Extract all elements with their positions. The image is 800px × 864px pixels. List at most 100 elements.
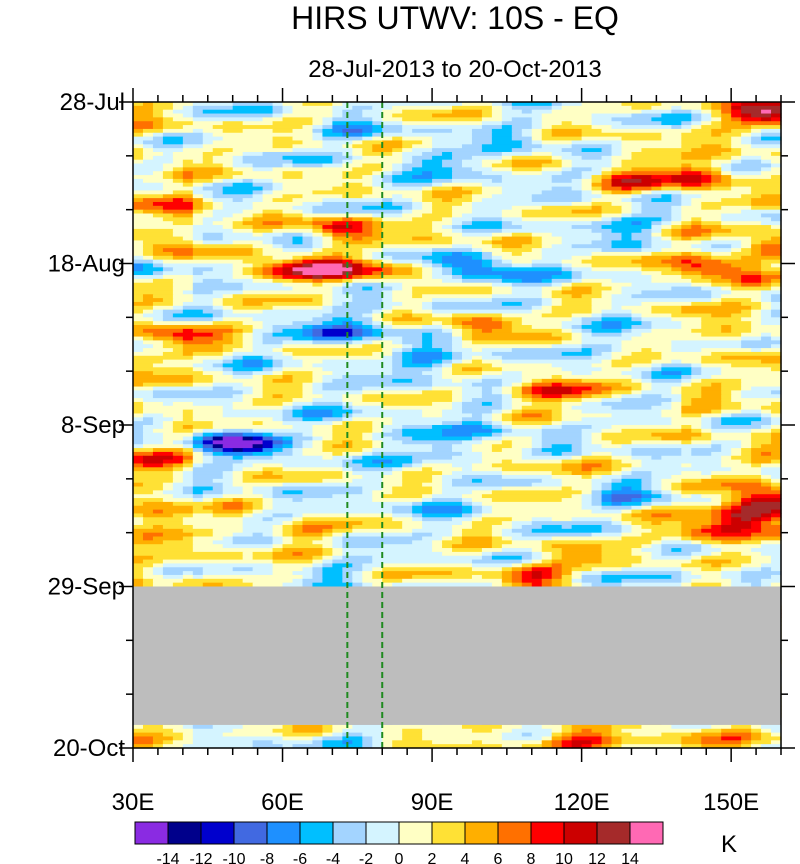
contour-cell [352,574,363,580]
contour-cell [312,363,393,368]
contour-cell [591,740,603,745]
contour-cell [292,744,324,749]
contour-cell [611,413,662,418]
contour-cell [501,425,513,430]
contour-cell [382,275,423,280]
contour-cell [731,182,782,188]
contour-cell [661,228,672,234]
contour-cell [392,471,403,476]
contour-cell [551,301,563,307]
contour-cell [591,371,623,376]
contour-cell [471,221,503,226]
contour-cell [641,498,652,503]
contour-cell [681,401,692,407]
contour-cell [751,186,782,192]
contour-cell [452,267,463,272]
contour-cell [182,144,204,149]
contour-cell [133,117,164,122]
contour-cell [442,540,463,545]
contour-cell [521,448,533,453]
contour-cell [721,167,732,172]
colorbar-swatch [233,821,268,845]
contour-cell [561,498,583,503]
contour-cell [711,121,722,126]
contour-cell [711,251,732,257]
colorbar-label: -2 [359,851,373,864]
contour-cell [362,267,383,272]
contour-cell [272,451,294,457]
contour-cell [711,290,732,295]
contour-cell [372,128,383,134]
contour-cell [133,436,144,441]
contour-cell [501,474,553,480]
contour-cell [771,117,782,122]
contour-cell [133,244,144,249]
contour-cell [721,178,732,184]
contour-cell [262,432,274,438]
contour-cell [272,109,284,115]
contour-cell [741,501,752,507]
contour-cell [133,413,144,418]
contour-cell [292,109,333,115]
contour-cell [711,175,722,180]
contour-cell [252,398,294,403]
contour-cell [501,190,543,195]
contour-cell [591,328,623,334]
contour-cell [242,394,264,399]
contour-cell [501,421,513,426]
contour-cell [621,467,633,472]
contour-cell [272,275,284,280]
contour-cell [491,425,503,430]
contour-cell [761,359,782,365]
contour-cell [761,567,772,572]
contour-cell [551,294,573,299]
contour-cell [392,582,493,588]
contour-cell [761,736,782,741]
contour-cell [591,332,623,338]
contour-cell [172,282,194,288]
contour-cell [721,113,732,118]
contour-cell [711,255,742,261]
contour-cell [491,509,593,515]
contour-cell [721,371,782,376]
contour-cell [392,428,403,434]
contour-cell [372,105,393,111]
contour-cell [282,744,294,749]
contour-cell [741,113,752,118]
contour-cell [671,344,742,349]
contour-cell [192,509,214,515]
contour-cell [372,436,393,441]
contour-cell [192,474,224,480]
contour-cell [701,494,722,499]
contour-cell [133,313,144,318]
contour-cell [491,421,503,426]
contour-cell [591,474,603,480]
contour-cell [432,194,463,199]
contour-cell [511,105,553,111]
contour-cell [282,259,294,265]
contour-cell [302,255,324,261]
contour-cell [741,148,782,153]
contour-cell [133,401,144,407]
contour-cell [721,405,742,411]
contour-cell [412,263,423,268]
contour-cell [442,328,453,334]
contour-cell [641,205,672,211]
contour-cell [392,105,453,111]
contour-cell [232,386,254,391]
contour-cell [731,175,772,180]
contour-cell [332,428,373,434]
contour-cell [232,455,244,461]
contour-cell [172,348,184,353]
contour-cell [212,540,234,545]
contour-cell [741,540,762,545]
contour-cell [721,367,772,372]
contour-cell [192,478,214,484]
contour-cell [382,251,433,257]
contour-cell [481,459,503,465]
contour-cell [372,574,383,580]
contour-cell [252,248,264,253]
contour-cell [561,567,573,572]
contour-cell [581,474,593,480]
contour-cell [133,578,144,584]
